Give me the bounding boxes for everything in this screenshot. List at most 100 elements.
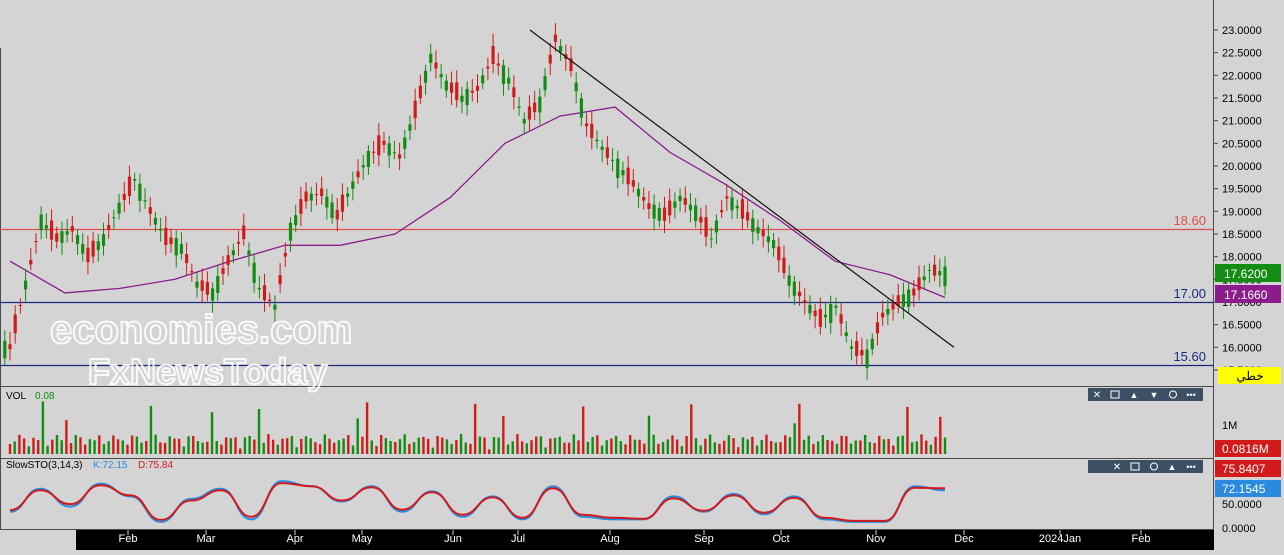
candle-body [444,80,448,91]
close-icon[interactable]: ✕ [1093,390,1101,401]
volume-bar [210,412,214,454]
volume-bar [511,441,514,454]
volume-bar [605,440,608,454]
settings-icon[interactable] [1150,462,1158,471]
more-icon[interactable]: ••• [1186,462,1195,472]
volume-bar [619,441,623,454]
volume-bar [196,441,200,454]
candle-body [834,305,838,308]
volume-bar [798,403,801,454]
move-up-icon[interactable]: ▲ [1130,390,1139,400]
volume-bar [704,438,707,454]
candle-body [766,236,770,243]
minimize-icon[interactable] [1130,462,1140,471]
volume-bar [384,437,388,454]
candle-body [81,244,85,254]
sto-panel-controls[interactable]: ✕ ▲ ••• [1088,460,1203,473]
volume-bar [849,443,853,454]
candle-body [377,135,381,156]
volume-bar [69,442,73,454]
candle-body [881,312,885,318]
time-tick-label: Jun [444,533,462,545]
volume-panel-controls[interactable]: ✕ ▲ ▼ ••• [1088,388,1203,401]
candle-body [787,275,791,286]
volume-bar [596,435,599,454]
volume-bar [55,434,59,454]
price-tick-label: 22.5000 [1222,48,1262,60]
volume-bar [309,438,312,454]
volume-bar [126,444,129,454]
candle-body [912,288,916,296]
candle-body [18,304,22,306]
candle-body [590,123,594,139]
candle-body [512,87,516,98]
candle-body [216,275,220,294]
candle-body [205,282,209,295]
price-tick-label: 16.0000 [1222,342,1262,354]
candle-body [49,220,54,240]
sto-k-label: K:72.15 [93,460,128,471]
candle-body [501,65,506,85]
candle-body [164,227,168,245]
candle-body [242,225,246,240]
candle-body [543,76,547,91]
candle-body [631,180,635,187]
close-icon[interactable]: ✕ [1113,462,1121,473]
candle-body [491,45,495,65]
minimize-icon[interactable] [1110,390,1120,399]
candle-body [839,314,843,324]
candle-body [616,158,620,179]
candle-body [792,281,796,296]
candle-body [725,196,729,199]
candle-body [901,294,906,307]
volume-bar [234,437,237,454]
volume-bar [450,443,453,454]
candle-body [730,197,734,211]
candle-body [704,217,708,237]
sto-k-value: 72.1545 [1222,482,1266,496]
candle-body [8,344,12,350]
move-down-icon[interactable]: ▼ [1150,390,1159,400]
candle-body [813,310,817,317]
volume-bar [563,442,566,454]
more-icon[interactable]: ••• [1186,390,1195,400]
candle-body [226,255,230,265]
candle-body [23,280,28,290]
candle-body [808,304,812,314]
volume-bar [535,436,538,454]
volume-bar [379,435,383,454]
volume-bar [633,439,637,454]
candle-body [247,250,251,255]
volume-bar [746,439,749,454]
volume-bar [624,444,627,454]
move-up-icon[interactable]: ▲ [1168,462,1177,472]
candle-body [361,165,365,168]
volume-bar [300,438,303,454]
sto-d-value: 75.8407 [1222,462,1266,476]
candle-body [273,304,277,310]
candle-body [777,246,781,261]
volume-bar [408,443,411,454]
candle-body [346,193,350,197]
candle-body [668,200,672,216]
drawing-tool-button[interactable] [1218,367,1281,384]
volume-bar [854,440,857,454]
candle-body [44,225,48,229]
candle-body [922,276,926,281]
volume-bar [177,438,181,454]
volume-bar [375,445,378,454]
volume-bar [422,436,425,454]
volume-bar [765,434,768,454]
volume-bar [332,442,336,454]
volume-bar [159,442,162,454]
volume-bar [915,441,919,454]
volume-bar [699,445,702,454]
settings-icon[interactable] [1169,390,1177,399]
volume-bar [403,434,406,454]
volume-bar [826,440,829,454]
volume-bar [558,436,561,454]
volume-bar [337,440,341,454]
candle-body [517,106,521,108]
volume-bar [685,436,688,454]
